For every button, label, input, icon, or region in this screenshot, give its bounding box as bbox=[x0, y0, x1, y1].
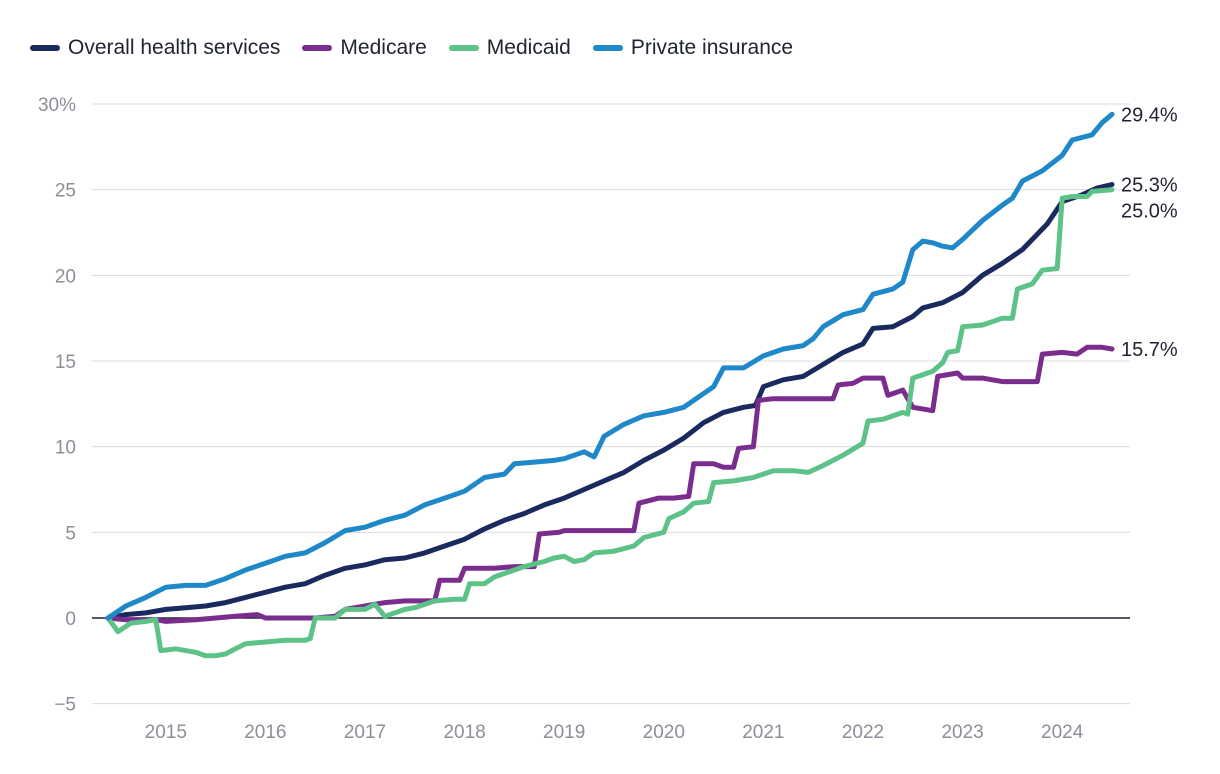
y-tick-label: 0 bbox=[65, 609, 76, 630]
legend-swatch-overall bbox=[30, 45, 60, 51]
x-tick-label: 2019 bbox=[543, 722, 585, 743]
y-tick-label: 20 bbox=[55, 266, 76, 287]
legend-item-medicaid[interactable]: Medicaid bbox=[448, 36, 571, 60]
chart-legend: Overall health services Medicare Medicai… bbox=[30, 36, 793, 60]
series-line-private-insurance[interactable] bbox=[105, 111, 1115, 621]
y-tick-label: 25 bbox=[55, 181, 76, 202]
series-line-overall-health-services[interactable] bbox=[105, 182, 1115, 621]
y-tick-label: 15 bbox=[55, 352, 76, 373]
y-tick-label: 30% bbox=[38, 95, 76, 116]
legend-swatch-medicare bbox=[302, 45, 333, 51]
x-tick-label: 2018 bbox=[443, 722, 485, 743]
legend-swatch-medicaid bbox=[448, 45, 479, 51]
x-axis-ticks: 2015 2016 2017 2018 2019 2020 2021 2022 2023 2024 bbox=[145, 722, 1084, 743]
end-labels: 29.4% 25.3% 25.0% 15.7% bbox=[1121, 104, 1178, 361]
x-tick-label: 2016 bbox=[244, 722, 286, 743]
y-tick-label: −5 bbox=[54, 695, 76, 716]
y-tick-label: 5 bbox=[65, 523, 76, 544]
legend-item-medicare[interactable]: Medicare bbox=[302, 36, 427, 60]
x-tick-label: 2017 bbox=[344, 722, 386, 743]
series-line-medicare[interactable] bbox=[105, 344, 1115, 624]
series-line-medicaid[interactable] bbox=[105, 187, 1115, 659]
x-tick-label: 2021 bbox=[742, 722, 784, 743]
x-tick-label: 2023 bbox=[941, 722, 983, 743]
legend-label-private: Private insurance bbox=[630, 36, 794, 59]
series-lines bbox=[105, 111, 1115, 659]
legend-label-overall: Overall health services bbox=[68, 36, 281, 59]
y-axis-ticks: 30% 25 20 15 10 5 0 −5 bbox=[38, 95, 76, 716]
legend-swatch-private bbox=[592, 45, 623, 51]
legend-label-medicare: Medicare bbox=[340, 36, 427, 59]
end-label-private-insurance: 29.4% bbox=[1121, 104, 1178, 126]
end-label-medicare: 15.7% bbox=[1121, 339, 1178, 361]
x-tick-label: 2024 bbox=[1041, 722, 1084, 743]
y-tick-label: 10 bbox=[55, 438, 76, 459]
end-label-overall-health-services: 25.3% bbox=[1121, 175, 1178, 197]
legend-item-overall[interactable]: Overall health services bbox=[30, 36, 280, 60]
legend-label-medicaid: Medicaid bbox=[486, 36, 571, 59]
end-label-medicaid: 25.0% bbox=[1121, 201, 1178, 223]
x-tick-label: 2022 bbox=[842, 722, 884, 743]
x-tick-label: 2020 bbox=[643, 722, 685, 743]
legend-item-private[interactable]: Private insurance bbox=[592, 36, 794, 60]
x-tick-label: 2015 bbox=[145, 722, 187, 743]
